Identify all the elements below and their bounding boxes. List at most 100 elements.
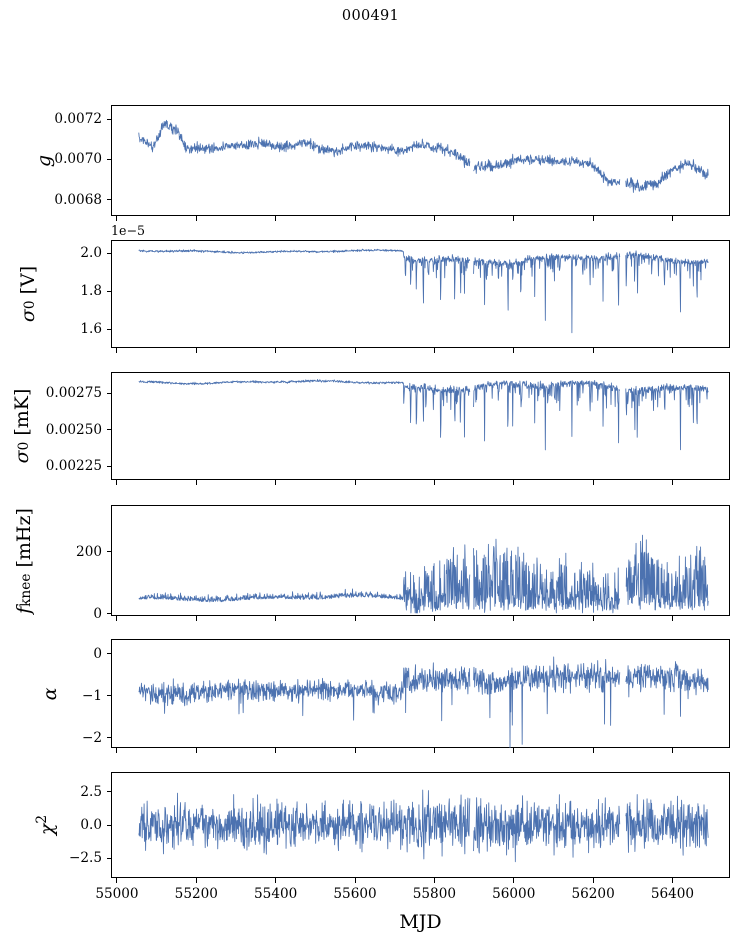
xtick-label: 55800 <box>412 886 456 902</box>
xtick-mark <box>116 616 118 621</box>
xtick-label: 55200 <box>174 886 218 902</box>
ytick-mark <box>106 695 111 697</box>
xtick-mark <box>275 480 277 485</box>
xtick-mark <box>275 616 277 621</box>
ylabel-fknee: fknee [mHz] <box>13 507 35 614</box>
xtick-mark <box>671 216 673 221</box>
ytick-mark <box>106 158 111 161</box>
xtick-label: 56000 <box>492 886 536 902</box>
ylabel-sigma0-millikelvin: σ0 [mK] <box>11 388 33 464</box>
ytick-mark <box>106 429 111 431</box>
xtick-mark <box>513 216 515 221</box>
ytick-label: 0 <box>93 605 102 622</box>
ytick-label: 0.00225 <box>45 458 102 475</box>
ytick-label: 0.0 <box>80 817 102 833</box>
ytick-mark <box>106 791 111 793</box>
ytick-label: −2 <box>81 729 102 746</box>
xtick-mark <box>433 748 435 753</box>
xlabel: MJD <box>399 911 442 933</box>
ytick-label: 0.00275 <box>45 385 102 402</box>
xtick-mark <box>195 878 197 883</box>
data-series-chi2 <box>138 789 709 863</box>
xtick-mark <box>116 878 118 883</box>
xtick-mark <box>513 878 515 883</box>
xtick-mark <box>592 348 594 353</box>
xtick-mark <box>354 348 356 353</box>
xtick-mark <box>592 480 594 485</box>
xtick-mark <box>433 480 435 485</box>
xtick-mark <box>513 480 515 485</box>
xtick-mark <box>592 748 594 753</box>
data-series-sigma0_V <box>138 248 709 334</box>
xtick-mark <box>275 878 277 883</box>
panel-chi-squared: −2.5 0.0 2.5 55000 55200 55400 55600 55800 56000… <box>69 772 730 902</box>
ytick-mark <box>106 290 111 292</box>
xtick-mark <box>195 480 197 485</box>
data-series-f_knee <box>138 534 709 614</box>
ytick-mark <box>106 551 111 553</box>
ytick-mark <box>106 857 111 859</box>
ytick-mark <box>106 653 111 655</box>
xtick-mark <box>275 348 277 353</box>
xtick-mark <box>433 878 435 883</box>
ytick-label: 1.6 <box>80 321 102 338</box>
panel-fknee: 0 200 <box>76 505 730 622</box>
ytick-mark <box>106 392 111 394</box>
ytick-mark <box>106 252 111 254</box>
data-series-g <box>138 119 709 193</box>
panel-sigma0-volts: 1.6 1.8 2.0 1e−5 <box>80 223 730 353</box>
xtick-label: 56400 <box>650 886 695 902</box>
xtick-mark <box>592 616 594 621</box>
ytick-label: 0.0068 <box>54 191 102 208</box>
xtick-mark <box>354 216 356 221</box>
ytick-label: 0 <box>93 645 102 662</box>
xtick-mark <box>354 480 356 485</box>
axes-frame-fknee <box>111 505 730 616</box>
xtick-mark <box>433 616 435 621</box>
ytick-label: 1.8 <box>80 283 102 300</box>
xtick-mark <box>671 480 673 485</box>
ytick-label: −2.5 <box>68 850 102 867</box>
xtick-mark <box>354 616 356 621</box>
xtick-mark <box>592 878 594 883</box>
figure-title: 000491 <box>341 8 400 24</box>
panel-sigma0-millikelvin: 0.00225 0.00250 0.00275 <box>46 372 730 485</box>
xtick-mark <box>671 348 673 353</box>
xtick-mark <box>513 616 515 621</box>
ytick-label: 0.00250 <box>45 421 102 438</box>
ytick-mark <box>106 199 111 201</box>
ytick-mark <box>106 613 111 615</box>
xtick-mark <box>275 216 277 221</box>
xtick-mark <box>671 748 673 753</box>
xtick-mark <box>116 348 118 353</box>
ytick-mark <box>106 737 111 739</box>
ytick-label: 2.5 <box>80 783 102 800</box>
xtick-label: 55400 <box>254 886 298 902</box>
ylabel-chi-squared: χ2 <box>33 814 59 836</box>
data-series-sigma0_mK <box>138 379 709 451</box>
xtick-mark <box>671 616 673 621</box>
xtick-label: 55000 <box>95 886 139 902</box>
ytick-label: 2.0 <box>80 245 102 262</box>
ytick-label: −1 <box>81 687 102 704</box>
xtick-label: 56200 <box>571 886 615 902</box>
xtick-label: 55600 <box>333 886 377 902</box>
xtick-mark <box>275 748 277 753</box>
xtick-mark <box>513 348 515 353</box>
axis-offset-text: 1e−5 <box>111 223 146 238</box>
ytick-label: 200 <box>76 543 102 560</box>
ytick-mark <box>106 118 111 120</box>
xtick-mark <box>116 480 118 485</box>
ytick-mark <box>106 824 111 826</box>
xtick-mark <box>195 616 197 621</box>
xtick-mark <box>433 348 435 353</box>
xtick-mark <box>116 748 118 753</box>
xtick-mark <box>592 216 594 221</box>
xtick-mark <box>354 748 356 753</box>
axes-frame-gain <box>111 105 730 216</box>
xtick-mark <box>433 216 435 221</box>
ytick-label: 0.0070 <box>54 151 102 168</box>
xtick-mark <box>116 216 118 221</box>
xtick-mark <box>195 348 197 353</box>
